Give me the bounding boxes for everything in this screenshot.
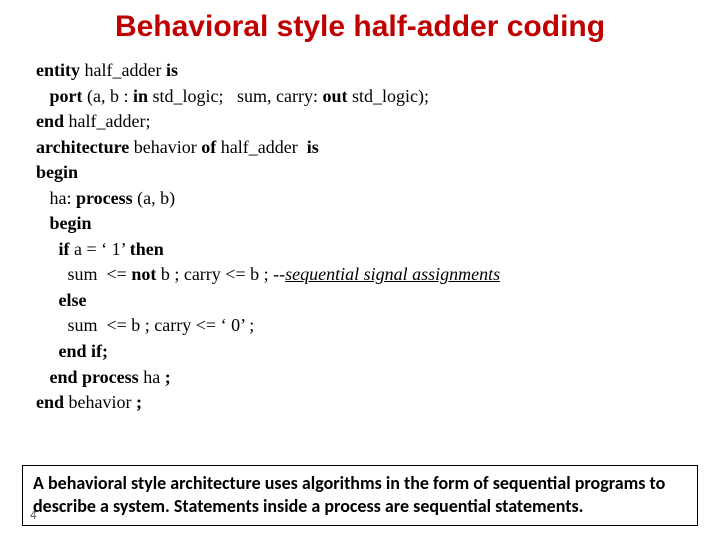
slide-number: 4: [30, 508, 37, 522]
kw-else: else: [36, 290, 86, 310]
txt: ha: [139, 367, 165, 387]
txt: std_logic; sum, carry:: [148, 86, 322, 106]
txt: half_adder: [80, 60, 166, 80]
kw-port: port: [36, 86, 83, 106]
txt: b ; carry <= b ; --: [156, 264, 285, 284]
kw-entity: entity: [36, 60, 80, 80]
code-line-1: entity half_adder is: [36, 58, 692, 84]
kw-not: not: [131, 264, 156, 284]
code-line-8: if a = ‘ 1’ then: [36, 237, 692, 263]
kw-is: is: [166, 60, 178, 80]
kw-in: in: [133, 86, 148, 106]
slide-title: Behavioral style half-adder coding: [0, 0, 720, 58]
code-line-12: end if;: [36, 339, 692, 365]
kw-out: out: [322, 86, 347, 106]
txt: std_logic);: [348, 86, 430, 106]
kw-end: end: [36, 111, 64, 131]
kw-of: of: [201, 137, 216, 157]
kw-then: then: [130, 239, 164, 259]
code-line-5: begin: [36, 160, 692, 186]
kw-semi: ;: [165, 367, 171, 387]
txt: half_adder: [216, 137, 306, 157]
txt: sum <= b ; carry <= ‘ 0’ ;: [36, 315, 254, 335]
code-line-3: end half_adder;: [36, 109, 692, 135]
code-block: entity half_adder is port (a, b : in std…: [0, 58, 720, 416]
code-line-6: ha: process (a, b): [36, 186, 692, 212]
code-line-14: end behavior ;: [36, 390, 692, 416]
code-line-10: else: [36, 288, 692, 314]
kw-endprocess: end process: [36, 367, 139, 387]
code-line-11: sum <= b ; carry <= ‘ 0’ ;: [36, 313, 692, 339]
code-line-13: end process ha ;: [36, 365, 692, 391]
code-line-2: port (a, b : in std_logic; sum, carry: o…: [36, 84, 692, 110]
kw-semi: ;: [136, 392, 142, 412]
note-box: A behavioral style architecture uses alg…: [22, 465, 698, 526]
kw-is: is: [307, 137, 319, 157]
txt: (a, b :: [83, 86, 133, 106]
kw-endif: end if;: [36, 341, 108, 361]
txt: ha:: [36, 188, 76, 208]
txt: (a, b): [133, 188, 175, 208]
txt: half_adder;: [64, 111, 150, 131]
kw-architecture: architecture: [36, 137, 129, 157]
kw-begin: begin: [36, 162, 78, 182]
kw-begin: begin: [36, 213, 92, 233]
code-line-7: begin: [36, 211, 692, 237]
txt: behavior: [129, 137, 201, 157]
txt: behavior: [64, 392, 136, 412]
code-line-4: architecture behavior of half_adder is: [36, 135, 692, 161]
txt: a = ‘ 1’: [70, 239, 130, 259]
comment: sequential signal assignments: [285, 264, 500, 284]
kw-process: process: [76, 188, 133, 208]
txt: sum <=: [36, 264, 131, 284]
kw-end: end: [36, 392, 64, 412]
code-line-9: sum <= not b ; carry <= b ; --sequential…: [36, 262, 692, 288]
kw-if: if: [36, 239, 70, 259]
